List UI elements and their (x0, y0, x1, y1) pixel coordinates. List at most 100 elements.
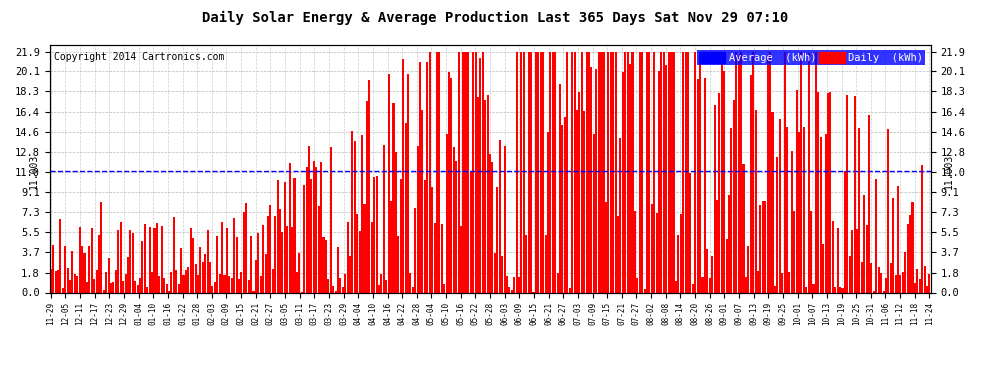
Bar (117, 230, 120, 292)
Bar (677, 236, 679, 292)
Bar (822, 244, 825, 292)
Bar (610, 52, 612, 292)
Bar (110, 283, 112, 292)
Bar (122, 281, 124, 292)
Bar (199, 248, 201, 292)
Bar (595, 69, 597, 292)
Bar (868, 116, 870, 292)
Bar (907, 224, 909, 292)
Bar (436, 52, 438, 292)
Bar (523, 52, 525, 292)
Bar (781, 273, 783, 292)
Bar (544, 235, 546, 292)
Bar (173, 217, 175, 292)
Bar (216, 236, 219, 292)
Bar (368, 80, 370, 292)
Bar (434, 223, 436, 292)
Bar (706, 249, 708, 292)
Bar (528, 52, 530, 292)
Bar (103, 290, 105, 292)
Text: 11.003: 11.003 (943, 154, 953, 189)
Bar (585, 52, 588, 292)
Bar (366, 101, 368, 292)
Bar (682, 52, 684, 292)
Bar (645, 52, 648, 292)
Bar (791, 151, 793, 292)
Bar (909, 215, 911, 292)
Bar (655, 213, 657, 292)
Text: Copyright 2014 Cartronics.com: Copyright 2014 Cartronics.com (53, 53, 225, 62)
Bar (895, 276, 897, 292)
Bar (197, 275, 199, 292)
Bar (650, 204, 652, 292)
Bar (564, 117, 566, 292)
Bar (516, 52, 518, 292)
Bar (373, 177, 375, 292)
Bar (153, 228, 155, 292)
Bar (543, 52, 545, 292)
Bar (214, 282, 216, 292)
Bar (429, 52, 431, 292)
Bar (622, 72, 624, 292)
Bar (873, 291, 875, 292)
Bar (892, 198, 894, 292)
Bar (848, 256, 850, 292)
Bar (747, 246, 749, 292)
Bar (629, 64, 631, 292)
Bar (810, 211, 812, 292)
Bar (620, 138, 622, 292)
Bar (264, 254, 266, 292)
Bar (554, 52, 556, 292)
Bar (286, 226, 288, 292)
Bar (400, 179, 402, 292)
Bar (499, 140, 501, 292)
Bar (402, 58, 404, 292)
Bar (448, 72, 450, 292)
Bar (298, 254, 300, 292)
Bar (279, 210, 281, 292)
Bar (86, 282, 88, 292)
Bar (417, 146, 419, 292)
Bar (340, 278, 342, 292)
Bar (882, 291, 884, 292)
Bar (405, 123, 407, 292)
Bar (919, 279, 921, 292)
Bar (52, 245, 54, 292)
Bar (711, 255, 713, 292)
Bar (571, 52, 573, 292)
Bar (617, 216, 619, 292)
Bar (383, 145, 385, 292)
Bar (754, 110, 756, 292)
Bar (501, 256, 503, 292)
Bar (315, 167, 317, 292)
Bar (487, 95, 489, 292)
Bar (538, 52, 540, 292)
Bar (858, 128, 860, 292)
Bar (803, 127, 805, 292)
Bar (414, 208, 416, 292)
Bar (229, 276, 231, 292)
Bar (125, 274, 127, 292)
Bar (269, 205, 271, 292)
Bar (581, 52, 583, 292)
Bar (813, 284, 815, 292)
Bar (798, 132, 800, 292)
Bar (345, 274, 346, 292)
Bar (612, 52, 614, 292)
Bar (50, 268, 51, 292)
Bar (566, 52, 568, 292)
Bar (397, 236, 399, 292)
Bar (692, 284, 694, 292)
Bar (835, 286, 837, 292)
Bar (74, 274, 76, 292)
Bar (860, 262, 863, 292)
Bar (469, 172, 472, 292)
Bar (412, 287, 414, 292)
Legend: Average  (kWh), Daily  (kWh): Average (kWh), Daily (kWh) (697, 50, 926, 65)
Bar (736, 52, 738, 292)
Bar (583, 111, 585, 292)
Bar (540, 52, 542, 292)
Bar (250, 236, 252, 292)
Bar (236, 237, 238, 292)
Bar (880, 273, 882, 292)
